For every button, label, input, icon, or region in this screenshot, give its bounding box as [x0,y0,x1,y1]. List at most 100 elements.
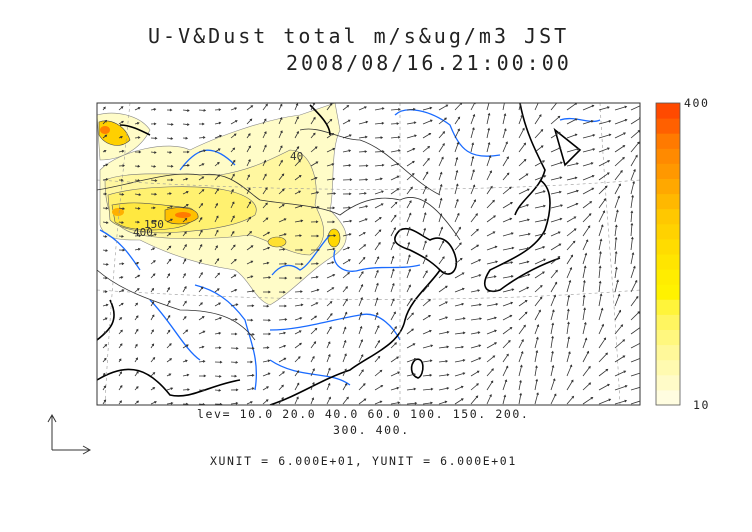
wind-arrow [438,301,448,307]
wind-arrow [214,108,222,112]
wind-arrow [118,193,125,196]
wind-arrow [390,255,395,265]
wind-arrow [342,219,353,223]
colorbar-band [656,389,680,406]
wind-arrow [342,286,348,293]
title-line-1: U-V&Dust total m/s&ug/m3 JST [148,24,570,48]
wind-arrow [278,304,287,308]
wind-arrow [358,256,366,265]
colorbar-band [656,314,680,330]
wind-arrow [150,192,158,196]
wind-arrow [374,107,385,111]
wind-arrow [150,206,156,210]
wind-arrow [150,179,158,182]
wind-arrow [598,383,610,391]
wind-arrow [598,265,602,279]
wind-arrow [294,234,302,238]
wind-arrow [534,296,543,307]
wind-arrow [214,272,221,279]
wind-arrow [294,356,301,363]
wind-arrow [198,286,204,293]
wind-arrow [342,326,347,335]
wind-arrow [566,267,573,279]
wind-arrow [358,354,364,363]
wind-arrow [470,113,476,125]
wind-arrow [534,350,539,363]
wind-arrow [246,332,255,336]
wind-arrow [454,226,461,237]
wind-arrow [326,353,331,363]
wind-arrow [454,398,464,405]
wind-arrow [598,210,606,223]
wind-arrow [598,119,612,125]
wind-arrow [518,204,530,209]
wind-arrow [118,384,123,391]
colorbar-band [656,374,680,391]
wind-arrow [294,396,299,405]
wind-arrow [182,190,189,195]
wind-arrow [198,388,206,392]
wind-arrow [310,368,315,377]
wind-arrow [630,279,638,293]
wind-arrow [390,227,396,237]
wind-arrow [262,304,270,308]
wind-arrow [566,379,574,391]
title-timestamp: 2008/08/16.21:00:00 [286,51,572,75]
wind-arrow [230,318,238,321]
wind-arrow [118,358,122,363]
wind-arrow [486,141,491,153]
wind-arrow [582,119,594,125]
wind-arrow [262,359,271,363]
wind-arrow [374,400,383,405]
wind-arrow [454,116,461,125]
wind-arrow [406,328,414,335]
wind-arrow [246,304,255,308]
wind-arrow [486,380,494,391]
wind-arrow [294,303,304,307]
wind-arrow [422,227,427,237]
wind-arrow [406,357,417,363]
wind-arrow [550,281,558,293]
wind-arrow [310,397,315,405]
wind-arrow [182,177,189,181]
wind-arrow [278,384,284,391]
colorbar-band [656,148,680,164]
wind-arrow [294,342,302,349]
wind-arrow [118,106,124,111]
wind-arrow [374,136,384,140]
wind-arrow [166,401,174,405]
wind-arrow [550,147,562,153]
wind-arrow [166,245,172,251]
wind-arrow [294,316,303,321]
wind-arrow [598,368,609,377]
wind-arrow [374,355,381,363]
wind-arrow [614,236,618,251]
wind-arrow [550,393,557,405]
wind-arrow [326,326,332,335]
wind-arrow [294,159,301,167]
wind-arrow [374,190,384,195]
wind-arrow [598,198,607,209]
wind-arrow [566,133,578,139]
wind-arrow [150,356,156,363]
wind-arrow [278,159,283,167]
wind-arrow [550,131,561,139]
wind-arrow [230,147,236,153]
wind-arrow [502,261,514,265]
wind-arrow [614,339,626,349]
wind-arrow [118,289,125,293]
wind-arrow [566,147,580,153]
wind-arrow [310,355,315,363]
wind-arrow [134,234,142,238]
wind-arrow [550,204,564,209]
wind-arrow [502,141,508,153]
wind-arrow [422,185,427,195]
wind-arrow [390,122,400,125]
wind-arrow [278,290,286,294]
wind-arrow [598,224,604,237]
wind-arrow [518,299,528,307]
wind-arrow [326,261,335,265]
wind-arrow [118,149,125,153]
wind-arrow [534,271,545,279]
wind-arrow [534,365,538,377]
